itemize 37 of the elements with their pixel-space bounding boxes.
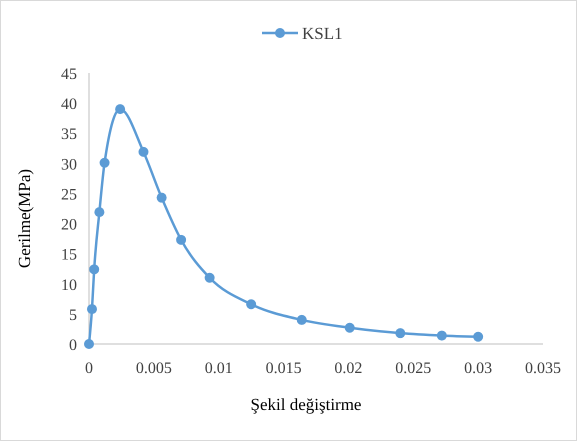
y-tick-label: 20	[61, 216, 77, 234]
x-tick-label: 0.025	[395, 360, 432, 377]
point	[86, 304, 97, 314]
y-tick-label: 10	[61, 276, 77, 294]
point	[84, 339, 94, 349]
point	[436, 330, 447, 341]
y-tick-label: 25	[61, 186, 77, 204]
point	[115, 104, 126, 114]
x-tick-label: 0.01	[204, 360, 233, 377]
point	[473, 332, 484, 342]
y-tick-label: 30	[61, 156, 77, 174]
point	[156, 192, 167, 203]
x-tick-label: 0.035	[525, 360, 561, 377]
y-tick-label: 45	[61, 66, 77, 83]
point	[89, 264, 100, 274]
y-tick-label: 5	[69, 306, 77, 324]
y-tick-label: 15	[61, 246, 77, 264]
point	[138, 146, 148, 157]
point	[204, 272, 215, 283]
point	[94, 207, 104, 218]
x-tick-label: 0.02	[334, 360, 362, 377]
x-tick-label: 0	[85, 360, 93, 377]
point	[176, 234, 186, 245]
point	[344, 322, 355, 333]
x-tick-label: 0.03	[464, 360, 492, 377]
point	[395, 328, 406, 338]
point	[100, 158, 110, 168]
x-tick-label: 0.015	[266, 360, 302, 377]
y-tick-label: 0	[69, 337, 77, 354]
point	[296, 314, 307, 325]
point	[246, 299, 256, 310]
y-axis-title: Gerilme(MPa)	[15, 168, 34, 268]
legend-label: KSL1	[302, 24, 343, 43]
y-tick-label: 35	[61, 126, 77, 144]
x-tick-label: 0.005	[136, 360, 172, 377]
x-axis-title: Şekil değiştirme	[250, 395, 362, 414]
y-tick-label: 40	[61, 96, 77, 114]
